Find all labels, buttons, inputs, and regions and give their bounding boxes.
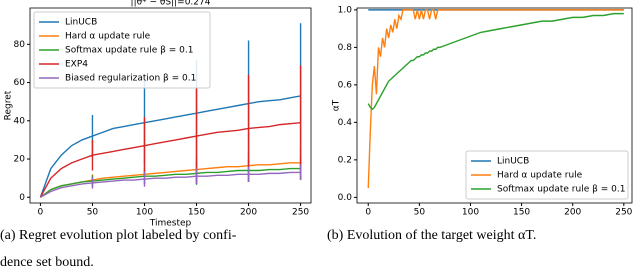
legend-label: Hard α update rule [497, 171, 583, 181]
legend-label: Biased regularization β = 0.1 [65, 74, 196, 84]
caption: (a) Regret evolution plot labeled by con… [0, 228, 237, 243]
y-tick-label: 1.0 [338, 5, 353, 15]
legend-label: LinUCB [65, 18, 97, 28]
y-tick-label: 0.4 [338, 118, 353, 128]
series-line [39, 162, 301, 198]
series-line [367, 12, 624, 111]
y-tick-label: 0.8 [338, 43, 353, 53]
x-tick-label: 0 [38, 208, 44, 218]
y-tick-label: 80 [14, 40, 26, 50]
x-tick-label: 250 [615, 208, 632, 218]
caption: (b) Evolution of the target weight αT. [327, 228, 536, 243]
x-axis-label: Timestep [149, 219, 192, 229]
x-tick-label: 50 [87, 208, 99, 218]
legend-label: Softmax update rule β = 0.1 [497, 185, 625, 195]
legend-label: Softmax update rule β = 0.1 [65, 46, 193, 56]
x-tick-label: 200 [240, 208, 257, 218]
x-tick-label: 150 [513, 208, 530, 218]
y-tick-label: 60 [14, 78, 26, 88]
series-line [367, 9, 624, 189]
x-tick-label: 150 [188, 208, 205, 218]
series-line [39, 95, 301, 198]
plot-frame [356, 7, 633, 204]
x-tick-label: 100 [462, 208, 479, 218]
x-tick-label: 100 [136, 208, 153, 218]
legend-label: Hard α update rule [65, 32, 151, 42]
x-tick-label: 50 [414, 208, 426, 218]
y-axis-label: αT [332, 99, 342, 111]
legend-box [465, 150, 629, 200]
caption: dence set bound. [0, 255, 94, 270]
y-tick-label: 0.0 [338, 193, 353, 203]
x-tick-label: 0 [365, 208, 371, 218]
series-line [39, 167, 301, 198]
y-tick-label: 40 [14, 116, 26, 126]
y-tick-label: 0.6 [338, 80, 353, 90]
series-line [40, 171, 301, 198]
legend-box [33, 11, 211, 89]
legend-label: EXP4 [65, 60, 88, 70]
x-tick-label: 250 [292, 208, 309, 218]
y-tick-label: 0 [19, 193, 25, 203]
y-tick-label: 20 [14, 155, 26, 165]
chart-title: ||θ* − θS||=0.274 [131, 0, 211, 8]
legend-label: LinUCB [497, 157, 529, 167]
plot-frame [29, 7, 312, 204]
y-tick-label: 0.2 [338, 155, 352, 165]
y-axis-label: Regret [4, 90, 14, 120]
x-tick-label: 200 [564, 208, 581, 218]
series-line [39, 122, 301, 198]
